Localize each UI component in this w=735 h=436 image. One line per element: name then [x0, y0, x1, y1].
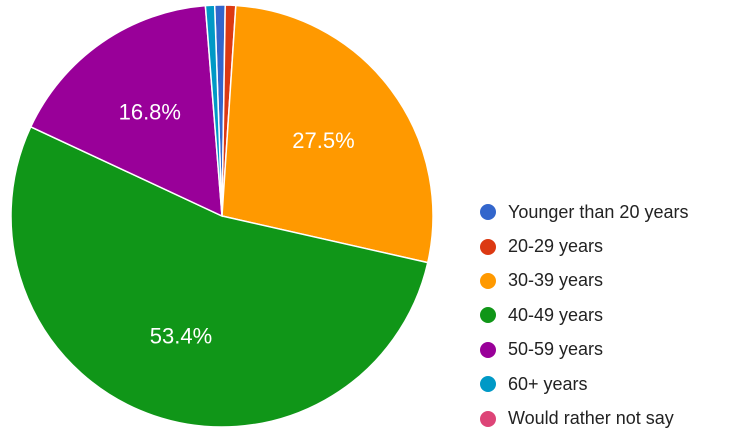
- legend-label: 30-39 years: [508, 270, 604, 291]
- legend-label: Would rather not say: [508, 408, 674, 429]
- legend-item-40-49-years: 40-49 years: [480, 298, 688, 332]
- legend-item-60-years: 60+ years: [480, 367, 688, 401]
- pie-slice-50-59-years: [29, 4, 223, 218]
- legend-item-30-39-years: 30-39 years: [480, 264, 688, 298]
- pie-slices: [10, 4, 434, 427]
- legend-label: 40-49 years: [508, 304, 604, 325]
- legend-swatch: [480, 238, 496, 255]
- pie-chart-svg: 27.5% 53.4% 16.8%: [10, 4, 434, 427]
- legend-label: 20-29 years: [508, 236, 604, 257]
- pie-slice-40-49-years: [10, 125, 429, 427]
- legend-swatch: [480, 341, 496, 358]
- slice-value-label-30-39-years: 27.5%: [292, 128, 354, 153]
- legend-swatch: [480, 307, 496, 324]
- legend-item-younger-than-20-years: Younger than 20 years: [480, 195, 688, 229]
- pie-chart: 27.5% 53.4% 16.8% Younger than 20 years 20-…: [10, 4, 688, 428]
- chart-legend: Younger than 20 years 20-29 years 30-39 ye…: [480, 195, 688, 436]
- legend-swatch: [480, 410, 496, 427]
- legend-label: 50-59 years: [508, 339, 604, 360]
- pie-slice-60-years: [204, 4, 223, 217]
- legend-label: Younger than 20 years: [508, 201, 689, 222]
- slice-value-label-40-49-years: 53.4%: [150, 323, 212, 348]
- pie-slice-labels: 27.5% 53.4% 16.8%: [119, 100, 355, 349]
- legend-item-50-59-years: 50-59 years: [480, 333, 688, 367]
- legend-swatch: [480, 272, 496, 289]
- slice-value-label-50-59-years: 16.8%: [119, 100, 181, 125]
- legend-swatch: [480, 204, 496, 221]
- pie-slice-30-39-years: [221, 4, 434, 264]
- legend-item-would-rather-not-say: Would rather not say: [480, 401, 688, 435]
- legend-label: 60+ years: [508, 373, 588, 394]
- legend-item-20-29-years: 20-29 years: [480, 229, 688, 263]
- legend-swatch: [480, 376, 496, 393]
